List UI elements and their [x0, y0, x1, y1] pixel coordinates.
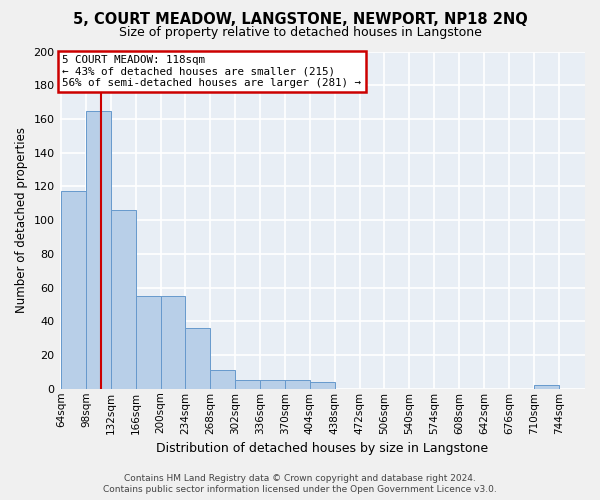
Bar [86, 110, 111, 389]
Bar [161, 296, 185, 389]
Bar [534, 386, 559, 389]
Y-axis label: Number of detached properties: Number of detached properties [15, 127, 28, 313]
Bar [210, 370, 235, 389]
Bar [185, 328, 210, 389]
Bar [136, 296, 161, 389]
Text: Size of property relative to detached houses in Langstone: Size of property relative to detached ho… [119, 26, 481, 39]
Bar [111, 210, 136, 389]
Text: Contains HM Land Registry data © Crown copyright and database right 2024.
Contai: Contains HM Land Registry data © Crown c… [103, 474, 497, 494]
Bar [310, 382, 335, 389]
Bar [235, 380, 260, 389]
Bar [61, 192, 86, 389]
Bar [285, 380, 310, 389]
Text: 5, COURT MEADOW, LANGSTONE, NEWPORT, NP18 2NQ: 5, COURT MEADOW, LANGSTONE, NEWPORT, NP1… [73, 12, 527, 28]
Text: 5 COURT MEADOW: 118sqm
← 43% of detached houses are smaller (215)
56% of semi-de: 5 COURT MEADOW: 118sqm ← 43% of detached… [62, 55, 361, 88]
X-axis label: Distribution of detached houses by size in Langstone: Distribution of detached houses by size … [156, 442, 488, 455]
Bar [260, 380, 285, 389]
